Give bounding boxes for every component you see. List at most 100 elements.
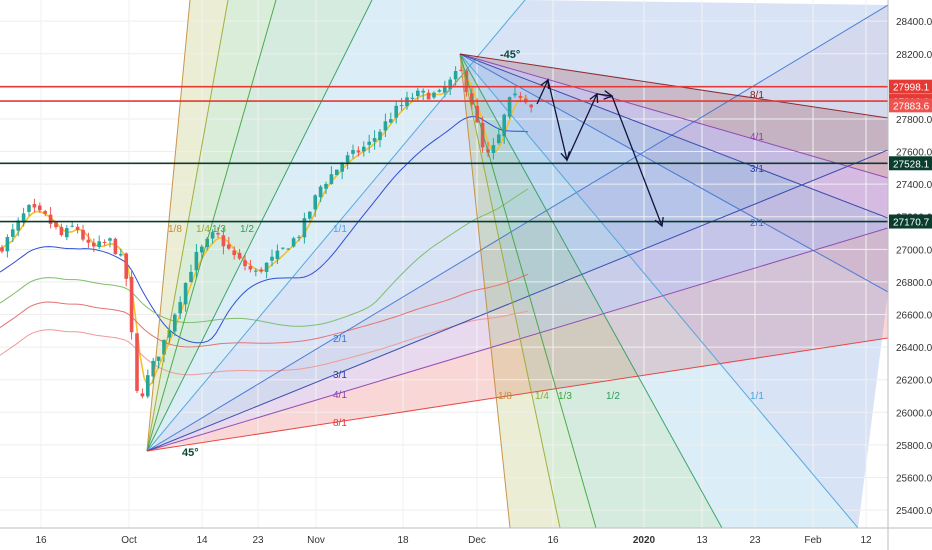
candle-body	[318, 186, 323, 198]
candle-body	[97, 241, 101, 247]
candle-body	[345, 155, 350, 163]
candle-body	[351, 149, 355, 154]
y-tick-label: 27800.0	[896, 115, 932, 126]
down-fan-label: 2/1	[750, 218, 764, 229]
price-level-badge-box	[889, 214, 932, 229]
price-level-badge[interactable]: 27883.6	[889, 98, 932, 113]
down-fan-label: 8/1	[750, 90, 764, 101]
down-fan-line	[459, 53, 561, 528]
candle-body	[308, 211, 312, 219]
up-fan-line	[146, 0, 191, 452]
candle-body	[5, 237, 10, 252]
candle-body	[194, 252, 199, 271]
candle-body	[464, 70, 469, 92]
price-level-lines[interactable]	[0, 85, 888, 223]
candle-body	[11, 229, 15, 237]
candle-body	[75, 226, 80, 231]
candle-body	[362, 146, 366, 152]
price-level-badge-text: 27170.7	[893, 218, 930, 229]
y-tick-label: 27600.0	[896, 148, 932, 159]
x-tick-label: Nov	[307, 535, 325, 546]
candle-body	[313, 195, 317, 210]
candle-body	[210, 232, 215, 239]
candle-body	[129, 276, 134, 333]
candle-body	[156, 356, 161, 361]
moving-average-line	[0, 115, 529, 344]
price-level-badge[interactable]: 27528.1	[889, 156, 932, 171]
candle-body	[21, 213, 26, 223]
down-fan-label: 4/1	[750, 132, 764, 143]
candle-body	[437, 90, 442, 92]
candle-body	[297, 236, 301, 238]
projection-arrows[interactable]	[536, 78, 664, 228]
down-fan-label: 3/1	[750, 164, 764, 175]
candle-body	[70, 225, 74, 227]
x-tick-label: 16	[547, 535, 559, 546]
candle-body	[237, 252, 242, 259]
arrow-head	[540, 78, 550, 90]
candle-body	[162, 339, 166, 355]
candle-body	[102, 242, 107, 244]
x-tick-label: 16	[35, 535, 47, 546]
candle-body	[470, 93, 474, 105]
up-fan-line	[146, 0, 229, 452]
up-fan-angle-label: 45°	[182, 447, 199, 459]
up-fan-line	[146, 0, 373, 452]
price-level-badge[interactable]: 27998.1	[889, 79, 932, 94]
candle-body	[416, 90, 420, 97]
x-tick-label: 23	[252, 535, 264, 546]
candle-body	[410, 97, 415, 99]
up-fan-band	[147, 0, 888, 451]
down-fan-line	[459, 53, 859, 528]
candle-body	[81, 229, 85, 240]
candle-body	[54, 222, 58, 228]
candle-body	[32, 204, 37, 208]
x-tick-label: 14	[196, 535, 208, 546]
arrow-head	[654, 216, 664, 228]
down-fan-label: 1/2	[606, 391, 620, 402]
price-level-badge-text: 27883.6	[893, 101, 930, 112]
arrow-head	[603, 90, 614, 100]
candle-body	[200, 246, 204, 253]
moving-average-line	[0, 310, 529, 376]
candle-body	[59, 227, 64, 236]
y-tick-label: 28200.0	[896, 50, 932, 61]
candle-body	[65, 228, 69, 238]
candle-body	[259, 269, 263, 272]
y-tick-label: 27400.0	[896, 180, 932, 191]
candle-body	[183, 283, 188, 305]
candle-body	[356, 150, 361, 153]
candle-body	[221, 235, 226, 247]
candle-body	[270, 256, 274, 261]
x-tick-label: 2020	[633, 535, 656, 546]
candle-body	[86, 239, 91, 243]
candle-body	[286, 248, 290, 250]
candle-body	[264, 262, 269, 272]
grid	[0, 0, 888, 528]
down-fan-label: 1/4	[535, 391, 549, 402]
y-tick-label: 26600.0	[896, 311, 932, 322]
candle-body	[232, 250, 236, 256]
projection-path[interactable]	[536, 78, 663, 227]
up-fan-line	[146, 4, 888, 452]
candle-body	[173, 314, 177, 332]
price-level-badge-box	[889, 156, 932, 171]
price-level-badge[interactable]: 27170.7	[889, 214, 932, 229]
candle-body	[0, 247, 4, 252]
price-level-badge-box	[889, 79, 932, 94]
up-fan-label: 3/1	[333, 370, 347, 381]
candle-body	[480, 122, 485, 148]
candle-body	[291, 238, 296, 247]
candle-body	[453, 71, 458, 80]
candles	[0, 64, 533, 399]
y-tick-label: 25400.0	[896, 506, 932, 517]
candle-body	[281, 247, 285, 249]
candle-body	[372, 138, 377, 142]
candle-body	[394, 105, 398, 118]
candle-body	[48, 214, 53, 224]
candle-body	[135, 333, 139, 391]
x-tick-label: 18	[397, 535, 409, 546]
candle-body	[140, 393, 145, 397]
